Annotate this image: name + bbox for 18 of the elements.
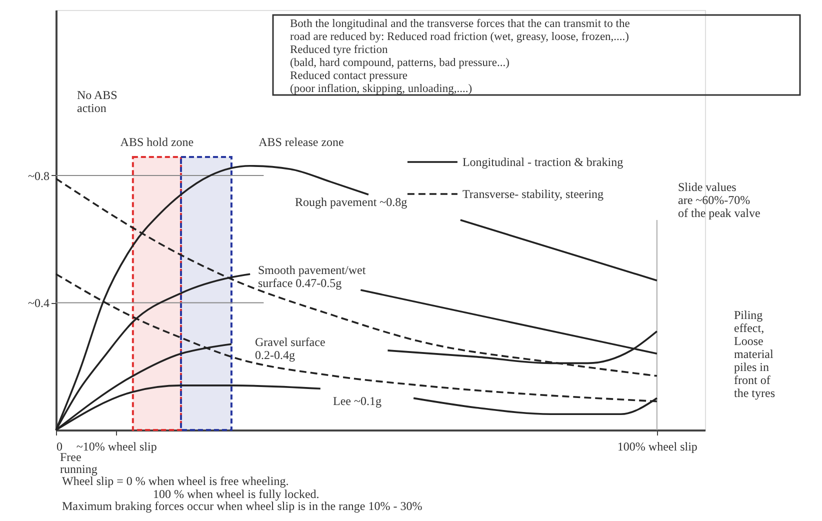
legend-label: Longitudinal - traction & braking bbox=[462, 155, 624, 169]
text: Maximum braking forces occur when wheel slip is in the range 10% - 30% bbox=[62, 499, 422, 513]
annotation: Smooth pavement/wet surface 0.47-0.5g bbox=[258, 263, 366, 290]
text: 100 % when wheel is fully locked. bbox=[153, 487, 320, 501]
legend-label: Transverse- stability, steering bbox=[462, 187, 604, 201]
y-tick-label: ~0.8 bbox=[28, 168, 50, 183]
x-tick-label: 100% wheel slip bbox=[617, 440, 698, 454]
annotation: Slide values are ~60%-70% of the peak valve bbox=[678, 180, 760, 220]
band-label: ABS release zone bbox=[258, 135, 344, 149]
annotation: Rough pavement ~0.8g bbox=[295, 195, 408, 209]
annotation: Gravel surface 0.2-0.4g bbox=[255, 335, 326, 362]
text: Piling effect, Loose material piles in front of the tyres bbox=[734, 308, 776, 400]
annotation: Both the longitudinal and the transverse forces that the can transmit to the road are reduced by: Reduced road friction (wet, greasy, loose, frozen,....) Reduced tyre friction (bald, hard compound, patterns, bad pressure...) Reduced contact pressure (poor inflation, skipping, unloading,....) bbox=[290, 18, 630, 95]
y-tick-label: ~0.4 bbox=[28, 296, 50, 310]
x-tick-label: 0 bbox=[56, 440, 62, 454]
band-label: ABS hold zone bbox=[120, 135, 194, 149]
annotation: Lee ~0.1g bbox=[333, 394, 382, 408]
annotation: No ABS action bbox=[77, 88, 118, 115]
